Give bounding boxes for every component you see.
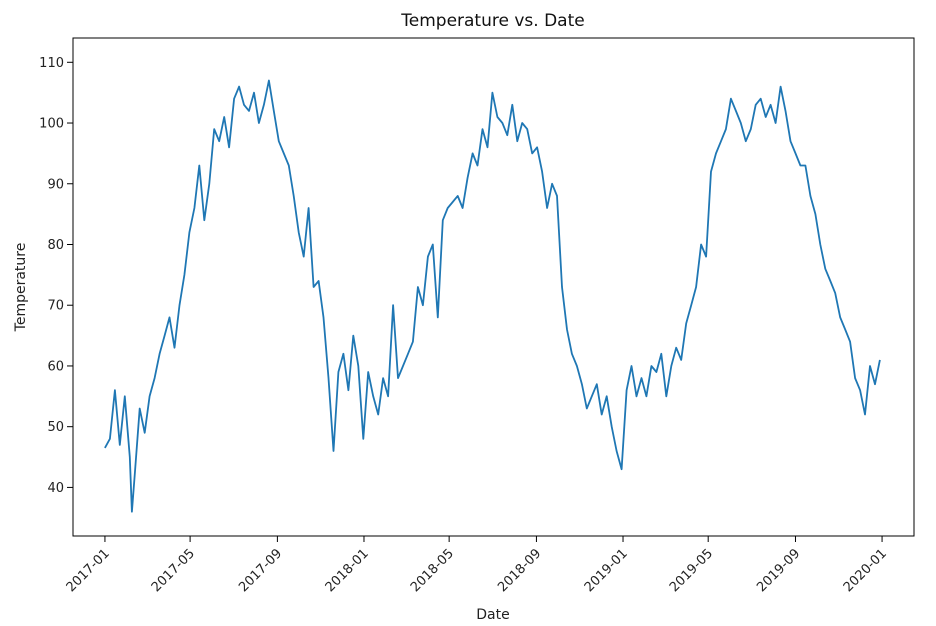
plot-area-frame xyxy=(72,37,915,537)
x-axis-label: Date xyxy=(476,607,509,623)
chart-title: Temperature vs. Date xyxy=(400,11,584,31)
y-tick-label: 70 xyxy=(47,299,64,314)
temperature-series-line xyxy=(104,79,881,513)
y-tick-label: 90 xyxy=(47,177,64,192)
x-tick-label: 2018-05 xyxy=(408,546,457,595)
x-tick-label: 2017-05 xyxy=(149,546,198,595)
y-tick-label: 80 xyxy=(47,238,64,253)
x-tick-label: 2018-01 xyxy=(323,546,372,595)
x-tick-label: 2017-09 xyxy=(236,546,285,595)
x-tick-label: 2019-09 xyxy=(754,546,803,595)
y-axis: 40 50 60 70 80 90 100 110 xyxy=(39,56,73,496)
y-tick-label: 60 xyxy=(47,359,64,374)
x-tick-label: 2019-01 xyxy=(582,546,631,595)
y-tick-label: 50 xyxy=(47,420,64,435)
y-axis-label: Temperature xyxy=(13,243,29,333)
x-tick-label: 2017-01 xyxy=(64,546,113,595)
x-axis: 2017-01 2017-05 2017-09 2018-01 2018-05 2018-… xyxy=(64,536,890,595)
series-layer xyxy=(104,79,881,513)
x-tick-label: 2019-05 xyxy=(667,546,716,595)
y-tick-label: 40 xyxy=(47,481,64,496)
x-tick-label: 2020-01 xyxy=(841,546,890,595)
y-tick-label: 110 xyxy=(39,56,64,71)
y-tick-label: 100 xyxy=(39,117,64,132)
x-tick-label: 2018-09 xyxy=(495,546,544,595)
